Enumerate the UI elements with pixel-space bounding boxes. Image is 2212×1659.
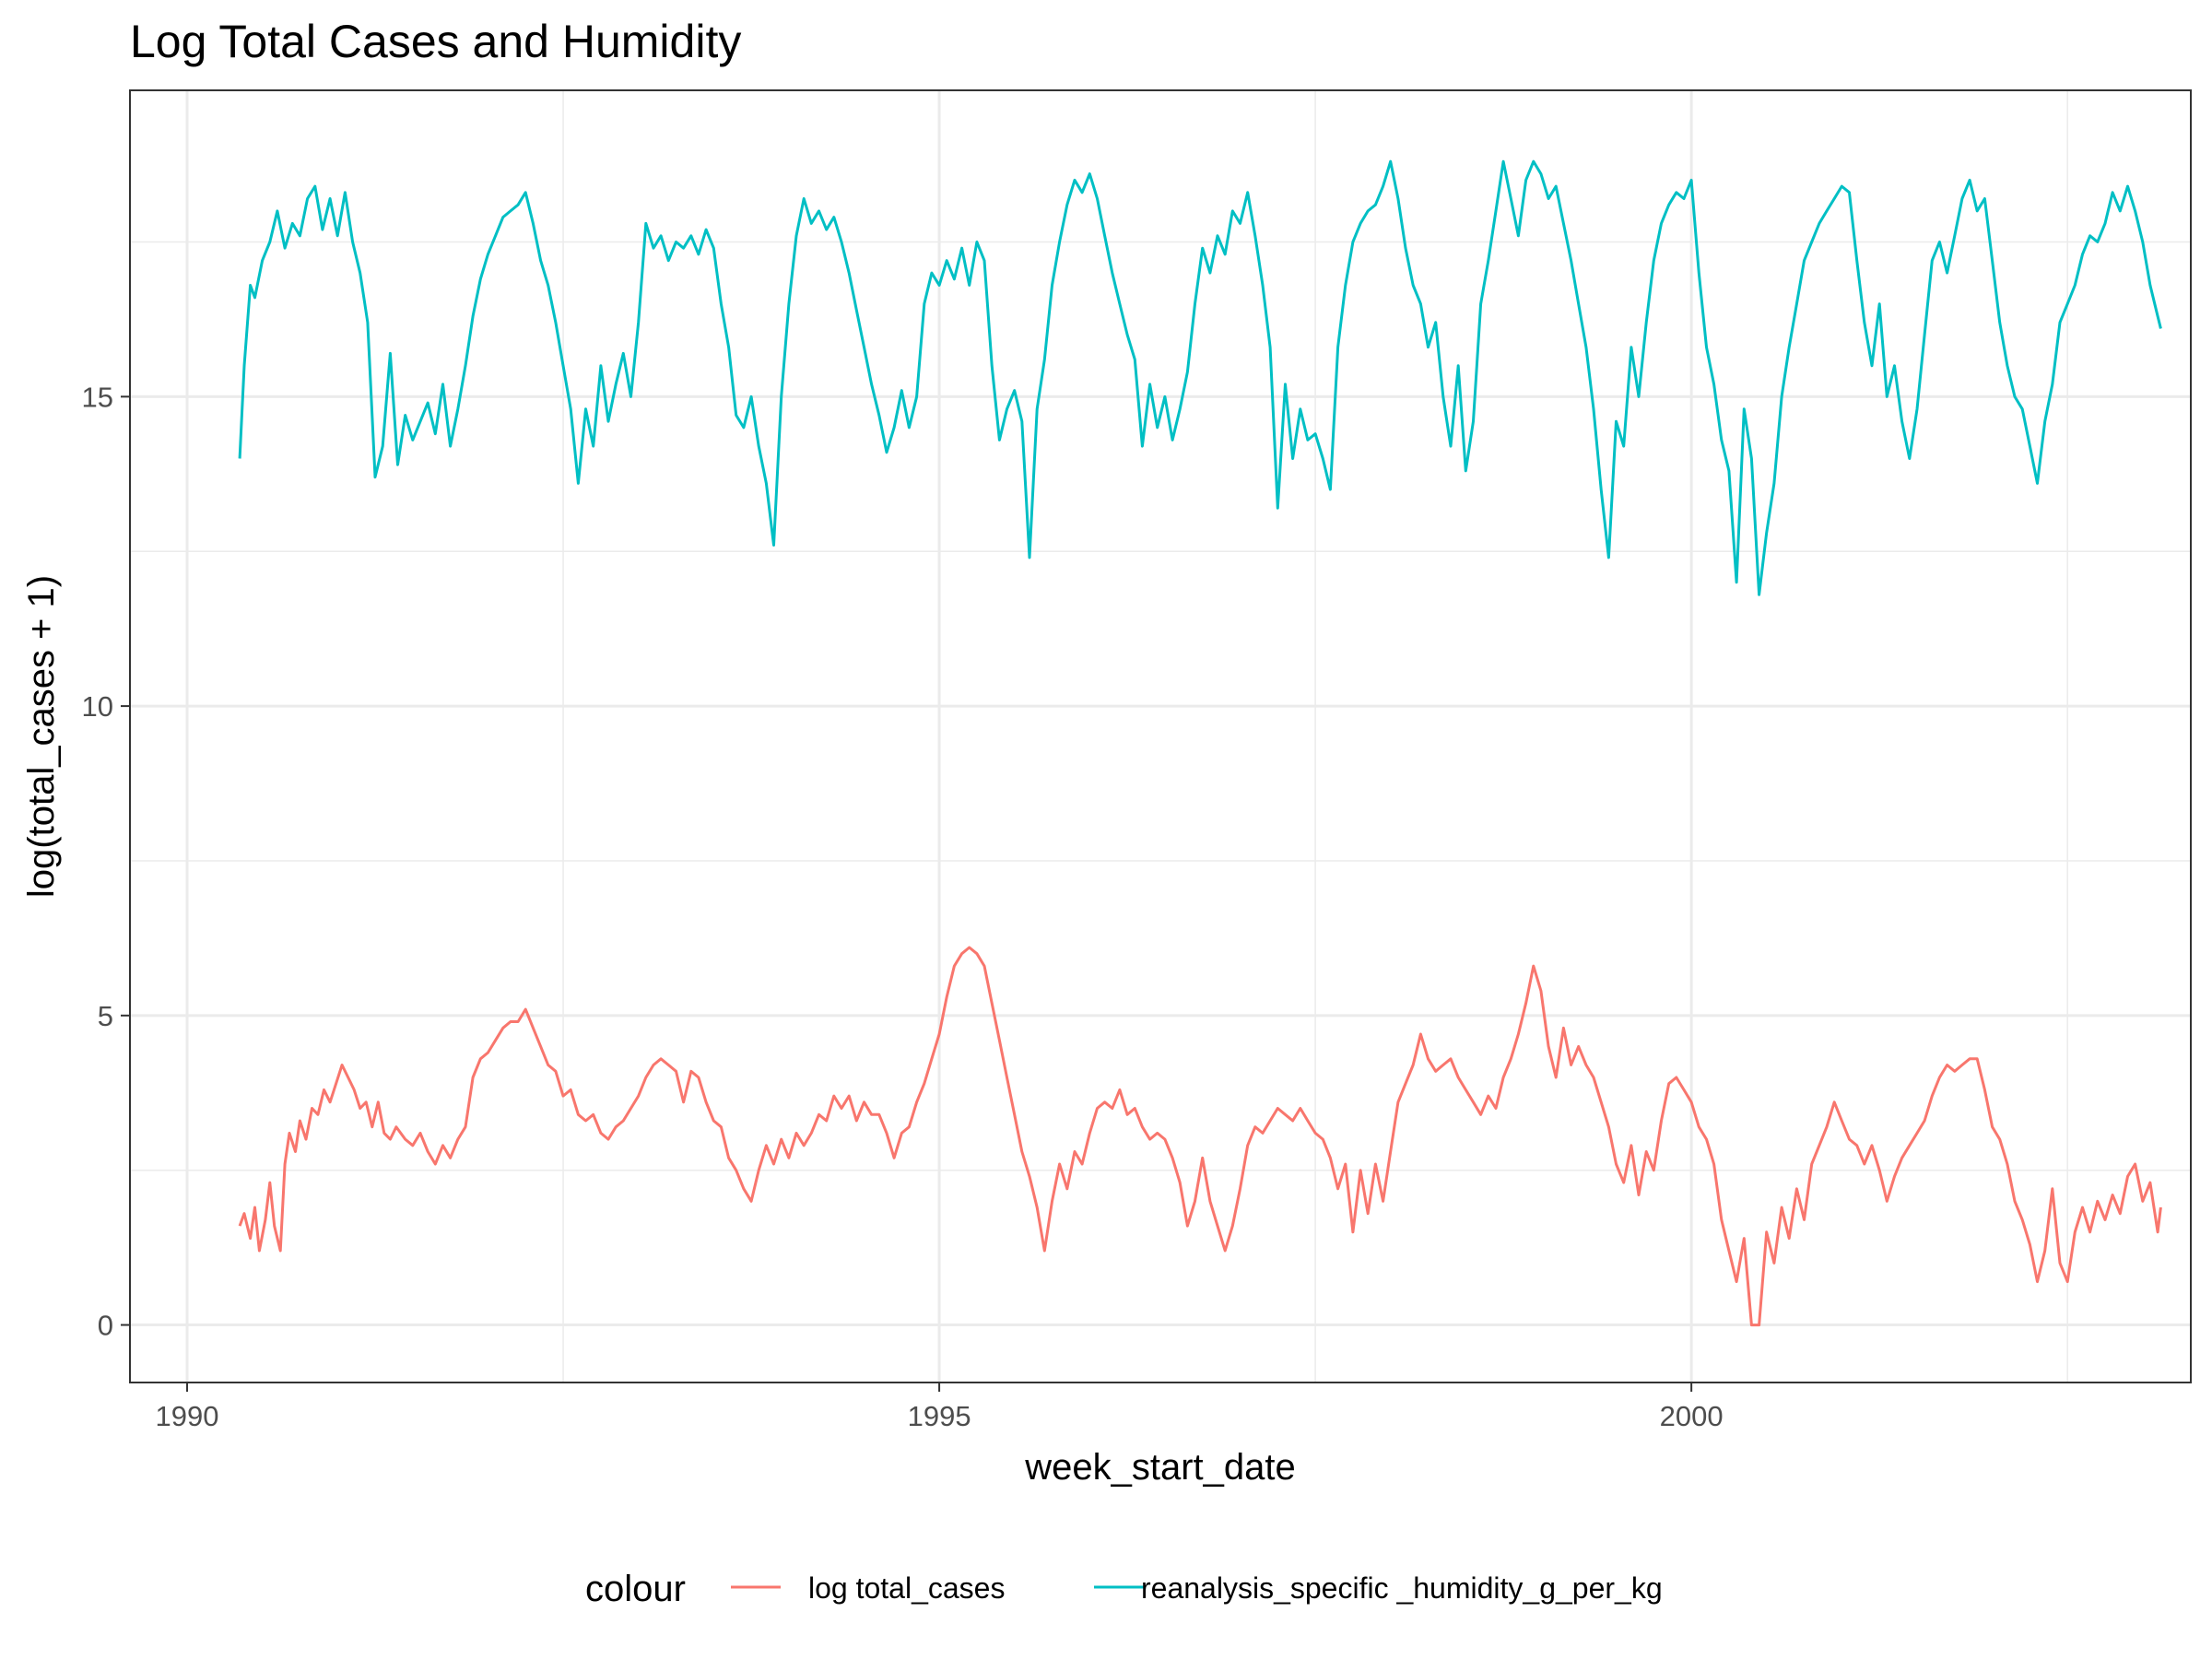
x-tick-label: 2000: [1660, 1400, 1724, 1432]
plot-panel: [130, 90, 2191, 1382]
series-layer: [238, 159, 2162, 1327]
plot-border: [129, 89, 2192, 1383]
x-axis-title: week_start_date: [1024, 1447, 1296, 1488]
legend-title: colour: [585, 1569, 686, 1609]
y-tick-label: 5: [98, 1000, 113, 1032]
y-axis-title: log(total_cases + 1): [21, 575, 62, 898]
y-tick-label: 0: [98, 1310, 113, 1342]
axis-ticks: 1990 1995 2000 0 5 10 15: [82, 381, 1724, 1432]
chart-title: Log Total Cases and Humidity: [130, 16, 741, 67]
series-line-humidity: [238, 159, 2162, 596]
y-tick-label: 10: [82, 690, 113, 723]
legend: colour log total_cases reanalysis_specif…: [585, 1569, 1663, 1609]
y-tick-label: 15: [82, 381, 113, 413]
legend-label-log-total-cases: log total_cases: [808, 1571, 1005, 1605]
x-tick-label: 1990: [156, 1400, 219, 1432]
x-tick-label: 1995: [908, 1400, 971, 1432]
legend-label-humidity: reanalysis_specific _humidity_g_per_kg: [1141, 1571, 1663, 1605]
series-line-log-total-cases: [238, 946, 2162, 1327]
